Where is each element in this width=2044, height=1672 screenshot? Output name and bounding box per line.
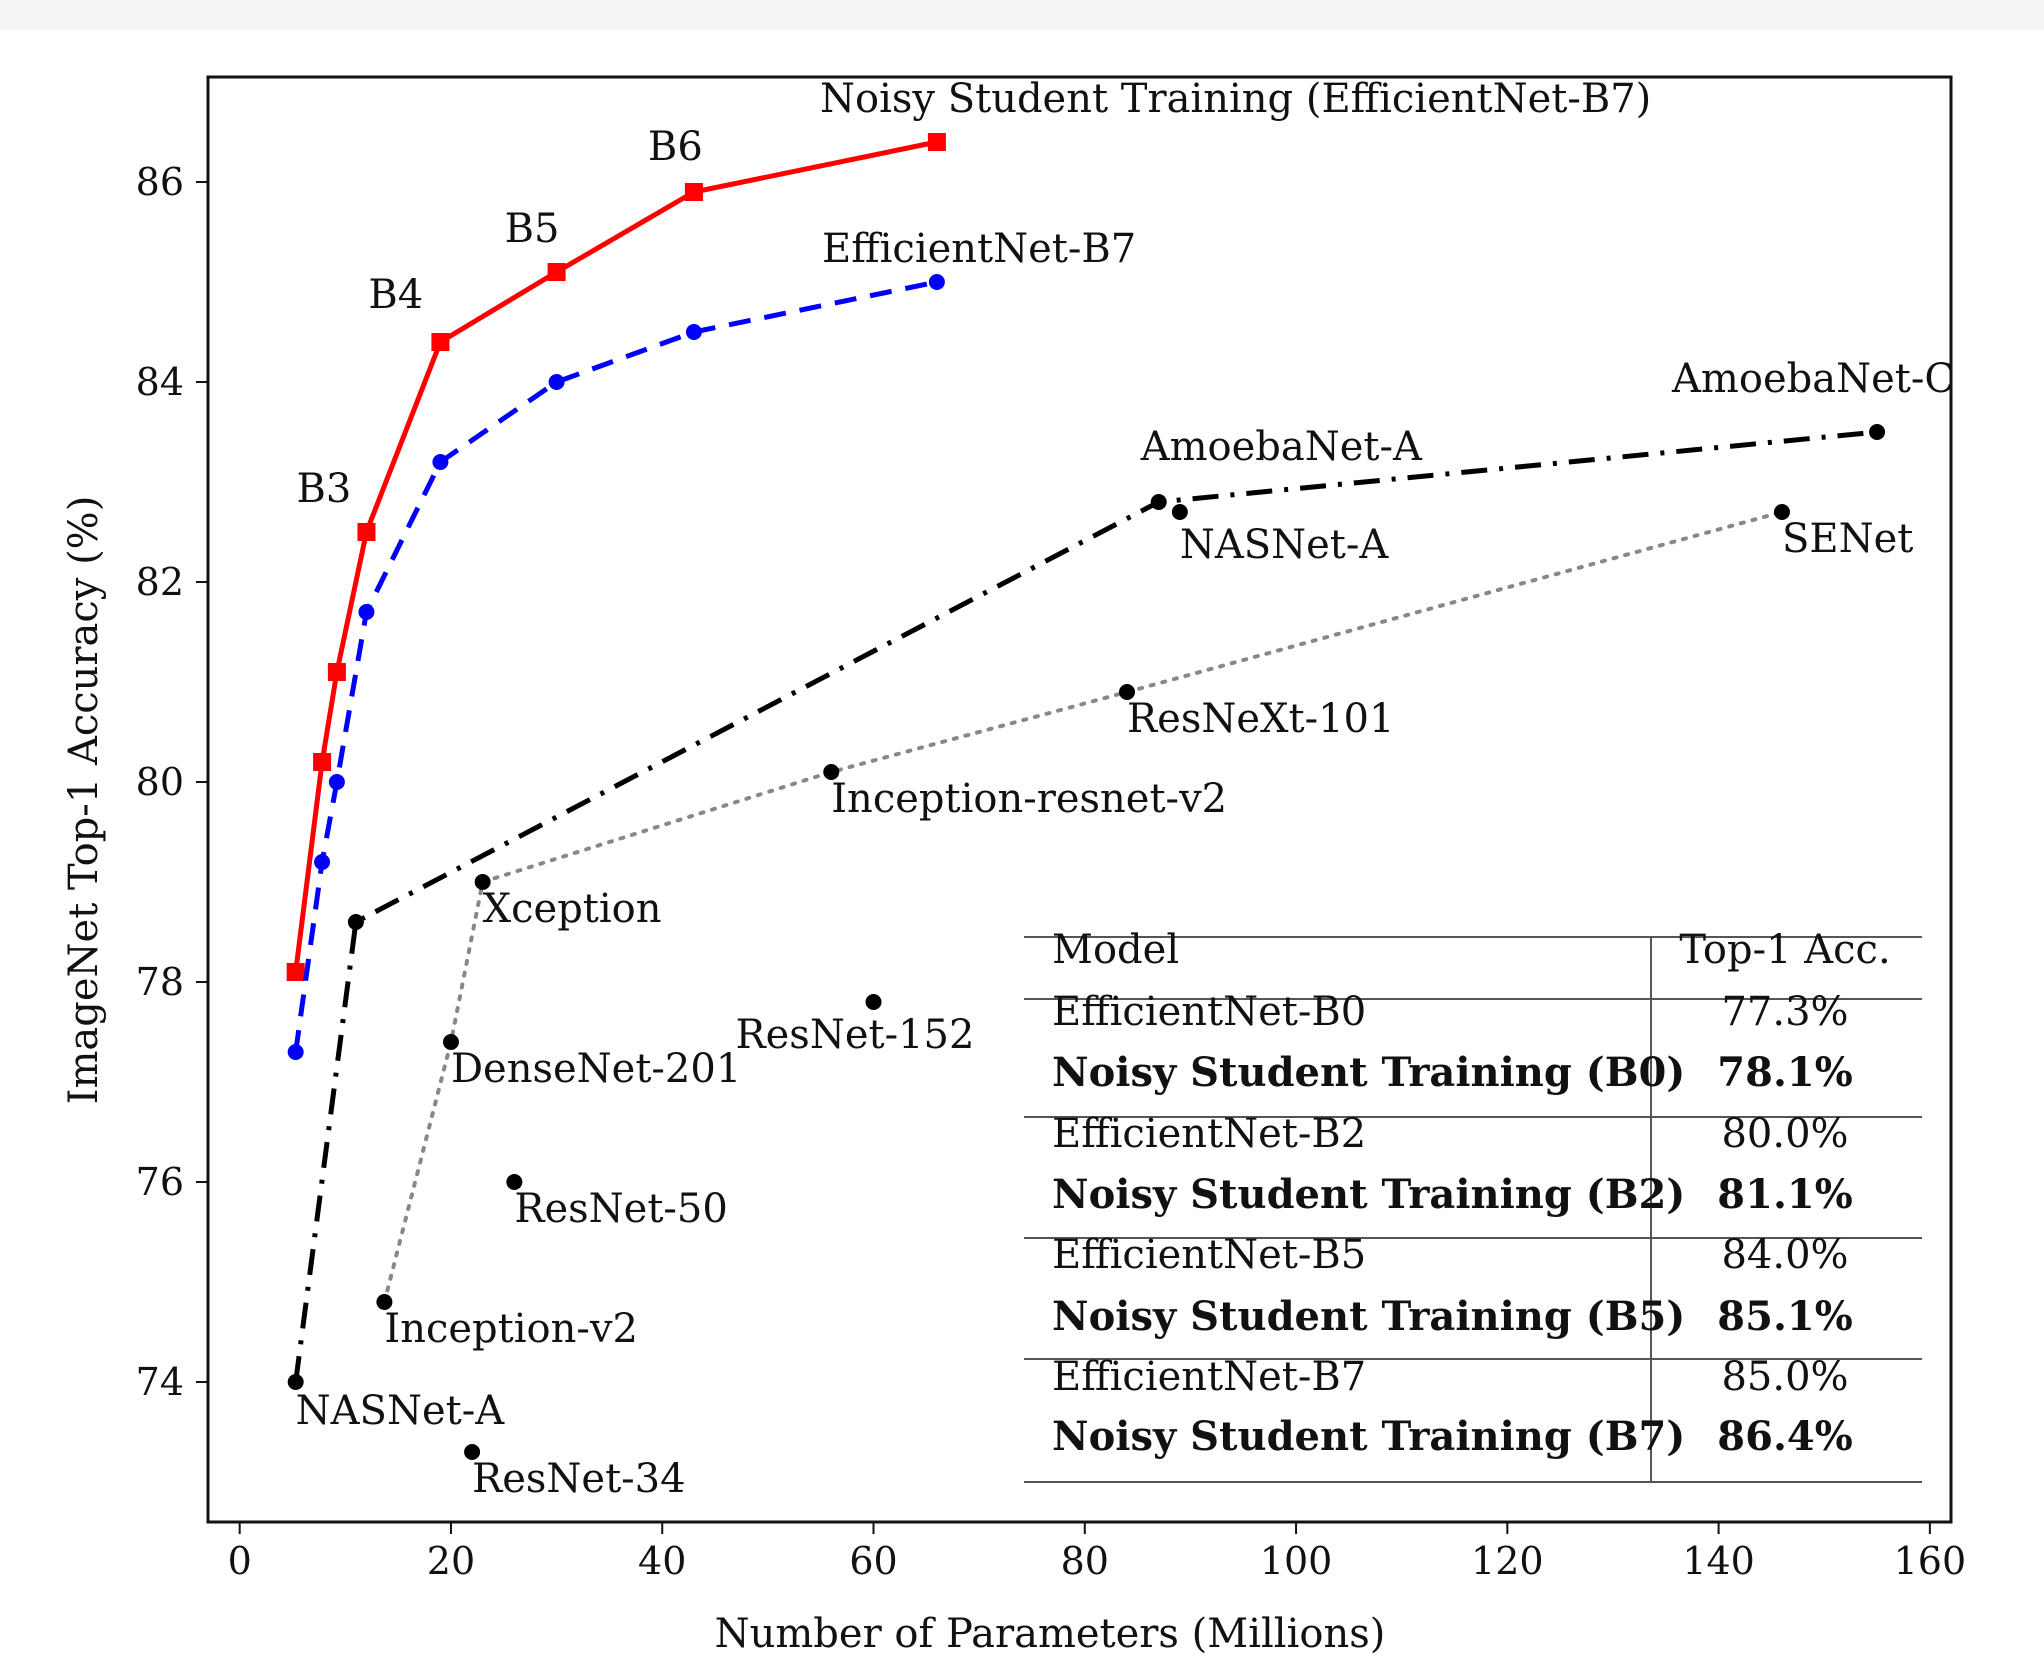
data-point bbox=[1869, 424, 1886, 440]
point-label: AmoebaNet-C bbox=[1671, 356, 1955, 402]
data-point bbox=[1171, 504, 1188, 520]
table-cell-acc: 85.1% bbox=[1717, 1293, 1852, 1340]
data-point bbox=[313, 753, 332, 771]
data-point bbox=[865, 994, 882, 1010]
x-tick-label: 60 bbox=[849, 1539, 897, 1583]
table-cell-acc: 77.3% bbox=[1721, 989, 1848, 1035]
table-cell-model: EfficientNet-B0 bbox=[1052, 989, 1366, 1035]
x-axis-label: Number of Parameters (Millions) bbox=[715, 1611, 1386, 1657]
point-label: B5 bbox=[505, 206, 560, 252]
data-point bbox=[928, 274, 945, 290]
x-tick-label: 140 bbox=[1682, 1539, 1755, 1583]
data-point bbox=[547, 263, 566, 281]
table-cell-model: Noisy Student Training (B5) bbox=[1052, 1293, 1685, 1340]
table-cell-model: Noisy Student Training (B2) bbox=[1052, 1171, 1685, 1218]
data-point bbox=[286, 963, 305, 981]
table-cell-model: Noisy Student Training (B7) bbox=[1052, 1413, 1685, 1460]
series-line-2 bbox=[293, 429, 1878, 1383]
data-point bbox=[431, 333, 450, 351]
table-cell-model: Noisy Student Training (B0) bbox=[1052, 1049, 1685, 1096]
data-point bbox=[432, 454, 449, 470]
y-axis-label: ImageNet Top-1 Accuracy (%) bbox=[61, 496, 107, 1105]
top-band bbox=[0, 0, 2044, 30]
point-label: B3 bbox=[296, 466, 351, 512]
x-tick-label: 0 bbox=[228, 1539, 252, 1583]
data-point bbox=[358, 604, 375, 620]
data-point bbox=[328, 774, 345, 790]
table-cell-acc: 80.0% bbox=[1721, 1111, 1848, 1157]
point-label: Inception-v2 bbox=[384, 1306, 638, 1352]
point-label: B4 bbox=[368, 272, 423, 318]
series-line-0 bbox=[293, 139, 938, 973]
data-point bbox=[685, 324, 702, 340]
y-tick-label: 84 bbox=[136, 360, 184, 404]
y-tick-label: 86 bbox=[136, 160, 184, 204]
point-label: ResNet-50 bbox=[514, 1186, 727, 1232]
x-tick-label: 160 bbox=[1894, 1539, 1967, 1583]
table-header-model: Model bbox=[1052, 927, 1179, 973]
data-point bbox=[506, 1174, 523, 1190]
table-cell-acc: 81.1% bbox=[1717, 1171, 1852, 1218]
x-tick-label: 40 bbox=[638, 1539, 686, 1583]
table-cell-model: EfficientNet-B7 bbox=[1052, 1354, 1366, 1400]
data-point bbox=[548, 374, 565, 390]
data-point bbox=[347, 914, 364, 930]
y-tick-label: 80 bbox=[136, 760, 184, 804]
data-point bbox=[1150, 494, 1167, 510]
table-cell-model: EfficientNet-B5 bbox=[1052, 1232, 1366, 1278]
x-tick-label: 80 bbox=[1061, 1539, 1109, 1583]
series-line-1 bbox=[293, 279, 938, 1053]
y-tick-label: 78 bbox=[136, 960, 184, 1004]
y-tick-label: 74 bbox=[136, 1360, 184, 1404]
x-tick-label: 120 bbox=[1471, 1539, 1544, 1583]
point-label: ResNet-34 bbox=[472, 1456, 685, 1502]
point-label: DenseNet-201 bbox=[451, 1046, 741, 1092]
data-point bbox=[287, 1044, 304, 1060]
table-header-acc: Top-1 Acc. bbox=[1679, 927, 1890, 973]
table-cell-acc: 78.1% bbox=[1717, 1049, 1852, 1096]
x-tick-label: 100 bbox=[1260, 1539, 1333, 1583]
data-point bbox=[327, 663, 346, 681]
table-cell-acc: 86.4% bbox=[1717, 1413, 1852, 1460]
point-label: SENet bbox=[1782, 516, 1913, 562]
series-line-3 bbox=[382, 510, 1784, 1304]
data-point bbox=[357, 523, 376, 541]
data-point bbox=[376, 1294, 393, 1310]
point-label: Inception-resnet-v2 bbox=[831, 776, 1227, 822]
data-point bbox=[464, 1444, 481, 1460]
point-label: ResNet-152 bbox=[736, 1012, 975, 1058]
data-point bbox=[684, 183, 703, 201]
x-tick-label: 20 bbox=[427, 1539, 475, 1583]
point-label: NASNet-A bbox=[1180, 522, 1390, 568]
data-point bbox=[1119, 684, 1136, 700]
point-label: B6 bbox=[648, 124, 703, 170]
data-point bbox=[287, 1374, 304, 1390]
plot-frame bbox=[206, 75, 1953, 1524]
table-cell-acc: 85.0% bbox=[1721, 1354, 1848, 1400]
point-label: NASNet-A bbox=[296, 1388, 506, 1434]
point-label: Xception bbox=[483, 886, 662, 932]
table-cell-acc: 84.0% bbox=[1721, 1232, 1848, 1278]
data-point bbox=[474, 874, 491, 890]
data-point bbox=[442, 1034, 459, 1050]
data-point bbox=[927, 133, 946, 151]
y-tick-label: 76 bbox=[136, 1160, 184, 1204]
data-point bbox=[314, 854, 331, 870]
series-label: Noisy Student Training (EfficientNet-B7) bbox=[820, 76, 1651, 122]
point-label: AmoebaNet-A bbox=[1140, 424, 1423, 470]
point-label: ResNeXt-101 bbox=[1127, 696, 1394, 742]
data-point bbox=[823, 764, 840, 780]
data-point bbox=[1773, 504, 1790, 520]
series-label: EfficientNet-B7 bbox=[822, 226, 1136, 272]
table-cell-model: EfficientNet-B2 bbox=[1052, 1111, 1366, 1157]
y-tick-label: 82 bbox=[136, 560, 184, 604]
